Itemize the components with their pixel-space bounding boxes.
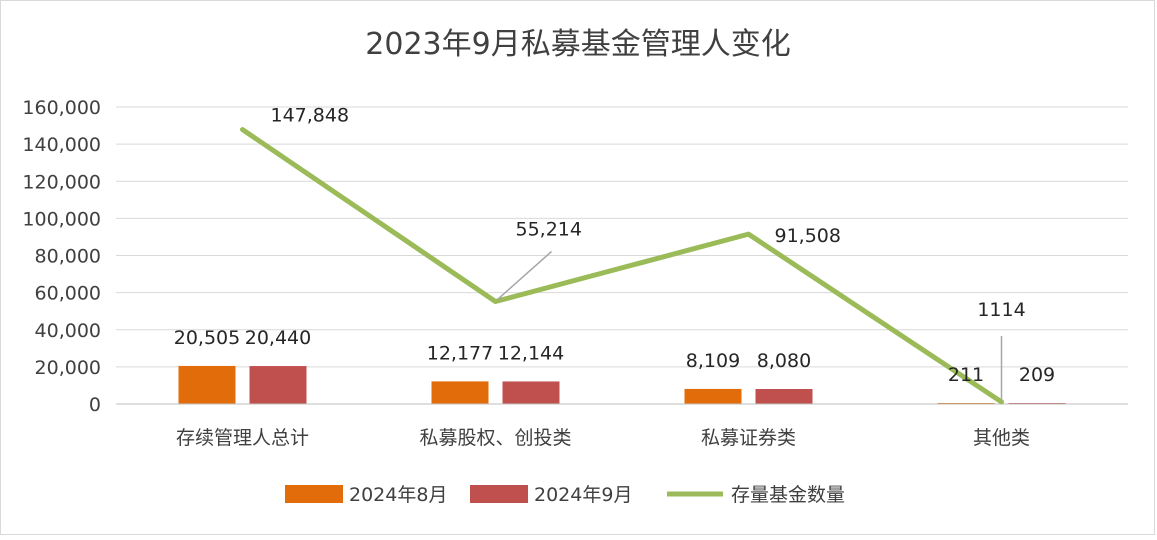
bar-data-label: 8,080 <box>757 350 811 372</box>
bar <box>756 389 813 404</box>
y-tick-label: 40,000 <box>35 320 101 342</box>
y-axis: 0 20,000 40,000 60,000 80,000 100,000 120,000 1… <box>22 97 101 416</box>
y-tick-label: 120,000 <box>22 171 101 193</box>
line-series <box>242 129 1001 402</box>
line-data-label: 55,214 <box>516 219 582 241</box>
bar-data-label: 12,144 <box>498 342 564 364</box>
legend-label: 2024年9月 <box>534 484 632 506</box>
bar-data-label: 20,440 <box>245 327 311 349</box>
y-tick-label: 160,000 <box>22 97 101 119</box>
y-tick-label: 0 <box>89 394 101 416</box>
bar <box>179 366 236 404</box>
legend-label: 2024年8月 <box>349 484 447 506</box>
bar <box>503 381 560 404</box>
bars <box>179 366 1066 404</box>
bar <box>432 381 489 404</box>
bar <box>250 366 307 404</box>
bar-data-label: 209 <box>1019 364 1055 386</box>
bar-data-label: 8,109 <box>686 350 740 372</box>
x-axis: 存续管理人总计 私募股权、创投类 私募证券类 其他类 <box>116 404 1128 449</box>
x-tick-label: 私募股权、创投类 <box>419 427 571 449</box>
bar-data-label: 211 <box>948 364 984 386</box>
bar-data-label: 20,505 <box>174 327 240 349</box>
chart-title: 2023年9月私募基金管理人变化 <box>365 27 790 62</box>
y-tick-label: 20,000 <box>35 357 101 379</box>
y-tick-label: 60,000 <box>35 283 101 305</box>
y-tick-label: 80,000 <box>35 246 101 268</box>
y-tick-label: 140,000 <box>22 134 101 156</box>
x-tick-label: 私募证券类 <box>701 427 796 449</box>
grid <box>116 107 1128 404</box>
legend-swatch <box>470 485 528 503</box>
line-data-label: 91,508 <box>775 225 841 247</box>
series-line <box>243 130 1002 402</box>
legend: 2024年8月 2024年9月 存量基金数量 <box>285 484 845 506</box>
line-data-label: 1114 <box>977 299 1025 321</box>
y-tick-label: 100,000 <box>22 208 101 230</box>
bar-data-label: 12,177 <box>427 342 493 364</box>
legend-swatch <box>285 485 343 503</box>
x-tick-label: 其他类 <box>973 427 1030 449</box>
line-data-label: 147,848 <box>271 105 350 127</box>
data-labels: 20,505 12,177 8,109 211 20,440 12,144 8,080 209… <box>174 105 1055 400</box>
legend-label: 存量基金数量 <box>731 484 845 506</box>
bar <box>685 389 742 404</box>
x-tick-label: 存续管理人总计 <box>176 427 309 449</box>
